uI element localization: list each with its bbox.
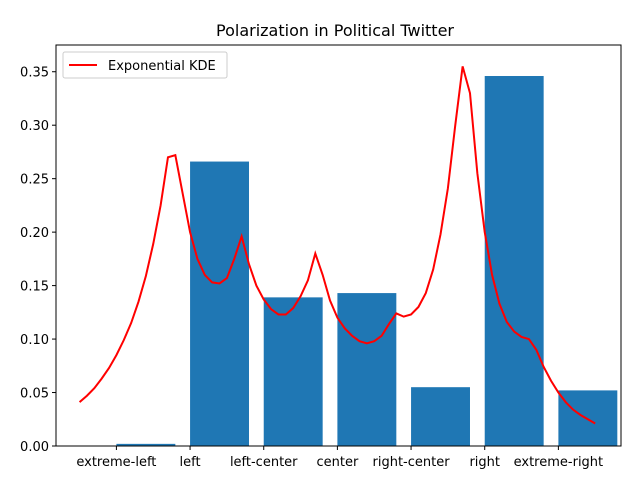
- bar-right-center: [411, 387, 470, 446]
- bar-extreme-left: [116, 443, 176, 446]
- legend: Exponential KDE: [62, 51, 228, 79]
- bar-left-center: [263, 297, 323, 446]
- y-tick-label: 0.00: [20, 440, 49, 455]
- chart-title: Polarization in Political Twitter: [216, 21, 454, 40]
- x-tick-label: center: [316, 455, 358, 470]
- y-tick-label: 0.20: [20, 226, 49, 241]
- y-tick-label: 0.15: [20, 280, 49, 295]
- y-tick-label: 0.25: [20, 173, 49, 188]
- plot-frame: [55, 44, 622, 447]
- bars-layer: [116, 76, 618, 447]
- bar-center: [337, 293, 397, 446]
- x-tick-label: left-center: [230, 455, 298, 470]
- kde-line: [78, 66, 596, 425]
- legend-label-kde: Exponential KDE: [108, 59, 216, 74]
- line-layer: [78, 66, 596, 425]
- x-tick-label: extreme-left: [76, 455, 156, 470]
- legend-box: [62, 51, 228, 79]
- y-tick-label: 0.30: [20, 119, 49, 134]
- x-tick-label: extreme-right: [514, 455, 604, 470]
- x-tick-label: left: [180, 455, 201, 470]
- x-tick-label: right: [469, 455, 500, 470]
- bar-left: [190, 161, 249, 447]
- x-axis: extreme-left left left-center center right-c…: [76, 446, 603, 470]
- y-tick-label: 0.35: [20, 66, 49, 81]
- y-tick-label: 0.10: [20, 333, 49, 348]
- bar-right: [484, 76, 544, 446]
- y-tick-label: 0.05: [20, 387, 49, 402]
- y-axis: 0.00 0.05 0.10 0.15 0.20 0.25 0.30 0.35: [20, 66, 56, 455]
- x-tick-label: right-center: [373, 455, 451, 470]
